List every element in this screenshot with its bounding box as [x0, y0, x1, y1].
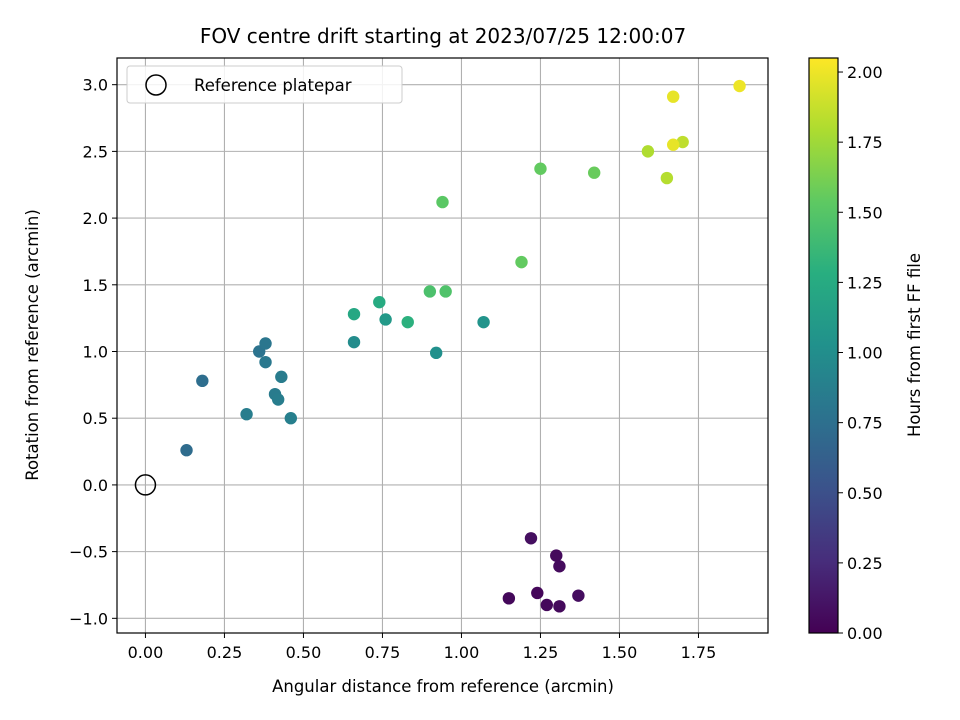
- y-axis-title: Rotation from reference (arcmin): [23, 209, 42, 481]
- data-point: [660, 171, 674, 185]
- data-point: [180, 444, 193, 457]
- plot-frame: [116, 57, 769, 634]
- plot-area: 0.00 0.25 0.50 0.75 1.00 1.25 1.50 1.75 −1.0 −0.…: [69, 57, 769, 662]
- x-tick-label: 0.50: [286, 643, 322, 662]
- y-tick-label: 1.0: [83, 343, 108, 362]
- colorbar-tick-label: 1.00: [847, 344, 883, 363]
- data-point: [196, 374, 209, 388]
- data-point: [531, 586, 544, 600]
- x-tick-label: 1.75: [681, 643, 717, 662]
- y-tick-label: 0.5: [83, 409, 108, 428]
- data-point: [540, 598, 553, 612]
- chart-title: FOV centre drift starting at 2023/07/25 …: [200, 24, 686, 48]
- data-point: [401, 315, 414, 329]
- colorbar-title: Hours from first FF file: [905, 253, 924, 437]
- legend-marker-icon: [145, 74, 167, 96]
- data-point: [284, 412, 298, 425]
- colorbar-tick-label: 1.25: [847, 273, 883, 292]
- data-point: [587, 166, 601, 179]
- legend-label: Reference platepar: [194, 76, 352, 95]
- colorbar: 0.00 0.25 0.50 0.75 1.00 1.25 1.50 1.75 2.00 Hou…: [808, 57, 924, 643]
- colorbar-tick-label: 0.75: [847, 414, 883, 433]
- x-tick-label: 1.00: [444, 643, 480, 662]
- y-axis-ticks: −1.0 −0.5 0.0 0.5 1.0 1.5 2.0 2.5 3.0: [69, 76, 117, 628]
- data-point: [572, 589, 585, 602]
- data-point: [666, 138, 680, 151]
- data-point: [436, 195, 449, 209]
- legend: Reference platepar: [126, 65, 403, 104]
- colorbar-tick-label: 2.00: [847, 63, 883, 82]
- data-point: [553, 600, 566, 613]
- data-point: [553, 560, 566, 573]
- data-point: [373, 295, 386, 309]
- data-point: [502, 592, 516, 605]
- x-tick-label: 1.25: [523, 643, 559, 662]
- colorbar-gradient: [808, 57, 839, 634]
- x-axis-title: Angular distance from reference (arcmin): [272, 677, 614, 696]
- data-point: [379, 313, 392, 326]
- x-axis-ticks: 0.00 0.25 0.50 0.75 1.00 1.25 1.50 1.75: [128, 633, 717, 662]
- y-tick-label: 2.0: [83, 209, 108, 228]
- colorbar-tick-label: 0.50: [847, 484, 883, 503]
- data-points: [180, 79, 746, 613]
- colorbar-tick-label: 0.25: [847, 554, 883, 573]
- data-point: [666, 90, 680, 103]
- data-point: [275, 370, 288, 384]
- data-point: [534, 162, 547, 175]
- y-tick-label: 1.5: [83, 276, 108, 295]
- data-point: [477, 315, 490, 329]
- colorbar-tick-label: 1.75: [847, 133, 883, 152]
- grid: [117, 58, 768, 633]
- legend-box: [126, 65, 403, 104]
- data-point: [259, 355, 272, 369]
- data-point: [733, 79, 746, 93]
- data-point: [347, 335, 361, 349]
- data-point: [515, 255, 528, 269]
- data-point: [423, 285, 437, 298]
- y-tick-label: 2.5: [83, 142, 108, 161]
- data-point: [676, 135, 689, 149]
- x-tick-label: 1.50: [602, 643, 638, 662]
- y-tick-label: −1.0: [69, 609, 108, 628]
- data-point: [439, 285, 452, 298]
- y-tick-label: 3.0: [83, 76, 108, 95]
- reference-platepar-marker: [134, 474, 157, 496]
- colorbar-tick-label: 1.50: [847, 203, 883, 222]
- data-point: [240, 408, 253, 421]
- data-point: [347, 307, 361, 321]
- data-point: [259, 337, 272, 350]
- data-point: [429, 346, 443, 360]
- y-tick-label: 0.0: [83, 476, 108, 495]
- x-tick-label: 0.25: [207, 643, 243, 662]
- colorbar-tick-label: 0.00: [847, 624, 883, 643]
- x-tick-label: 0.00: [128, 643, 164, 662]
- data-point: [271, 393, 285, 406]
- data-point: [524, 532, 538, 545]
- x-tick-label: 0.75: [365, 643, 401, 662]
- y-tick-label: −0.5: [69, 543, 108, 562]
- colorbar-ticks: 0.00 0.25 0.50 0.75 1.00 1.25 1.50 1.75 2.00: [838, 63, 883, 643]
- data-point: [550, 549, 563, 562]
- data-point: [641, 145, 655, 158]
